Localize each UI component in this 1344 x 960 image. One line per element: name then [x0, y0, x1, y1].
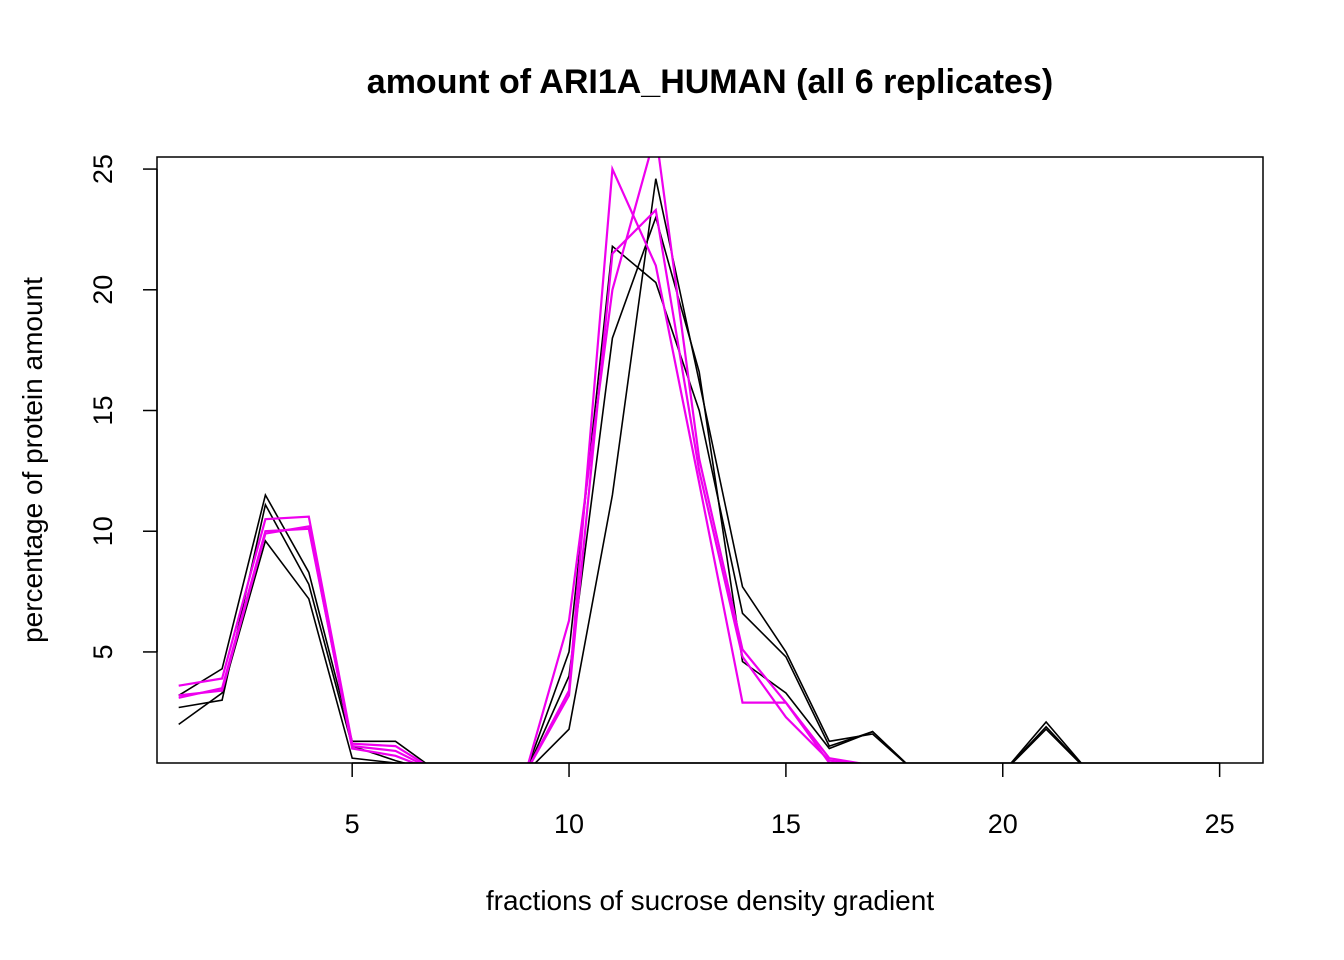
y-tick-label: 25 [88, 154, 118, 184]
x-tick-label: 25 [1205, 809, 1235, 839]
y-axis-label: percentage of protein amount [17, 277, 48, 643]
series-line-6 [178, 207, 861, 763]
series-line-3 [178, 214, 1081, 763]
x-tick-label: 15 [771, 809, 801, 839]
x-axis-label: fractions of sucrose density gradient [486, 885, 934, 916]
series-line-2 [178, 178, 1082, 763]
y-tick-label: 15 [88, 395, 118, 425]
chart-title: amount of ARI1A_HUMAN (all 6 replicates) [367, 63, 1053, 101]
y-tick-label: 10 [88, 516, 118, 546]
x-tick-label: 10 [554, 809, 584, 839]
x-axis: 5 10 15 20 25 [345, 762, 1235, 839]
y-tick-label: 5 [88, 644, 118, 659]
x-tick-label: 5 [345, 809, 360, 839]
series-layer [178, 157, 1083, 763]
y-tick-label: 20 [88, 275, 118, 305]
x-tick-label: 20 [988, 809, 1018, 839]
y-axis: 5 10 15 20 25 [88, 154, 158, 659]
